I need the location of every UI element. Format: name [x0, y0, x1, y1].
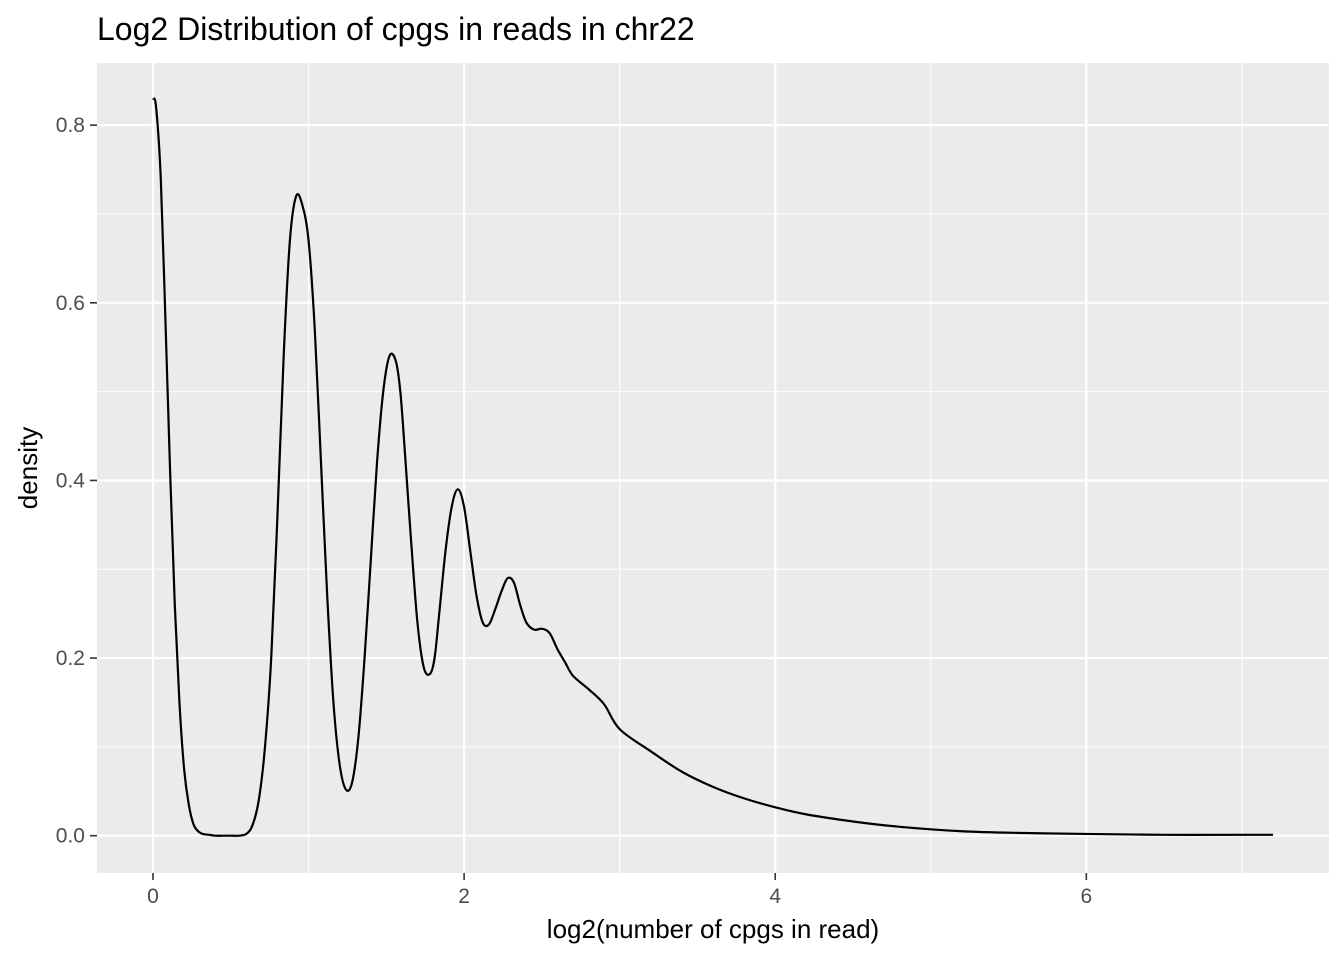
x-tick-label: 4 — [769, 885, 781, 908]
x-tick-label: 6 — [1080, 885, 1092, 908]
panel-background — [97, 63, 1329, 873]
plot-panel — [97, 63, 1329, 873]
x-tick-label: 2 — [458, 885, 470, 908]
y-tick-label: 0.6 — [56, 292, 85, 315]
x-tick-label: 0 — [147, 885, 159, 908]
grid-lines — [97, 63, 1329, 873]
y-tick-label: 0.2 — [56, 647, 85, 670]
chart-title: Log2 Distribution of cpgs in reads in ch… — [97, 11, 695, 47]
y-tick-label: 0.8 — [56, 114, 85, 137]
y-tick-label: 0.4 — [56, 469, 86, 492]
x-axis-title: log2(number of cpgs in read) — [547, 914, 879, 944]
density-line — [151, 97, 1273, 837]
axis-ticks: 0 2 4 6 0.0 0.2 0.4 0.6 0.8 — [56, 114, 1092, 908]
y-tick-label: 0.0 — [56, 825, 85, 848]
y-axis-title: density — [13, 427, 43, 509]
